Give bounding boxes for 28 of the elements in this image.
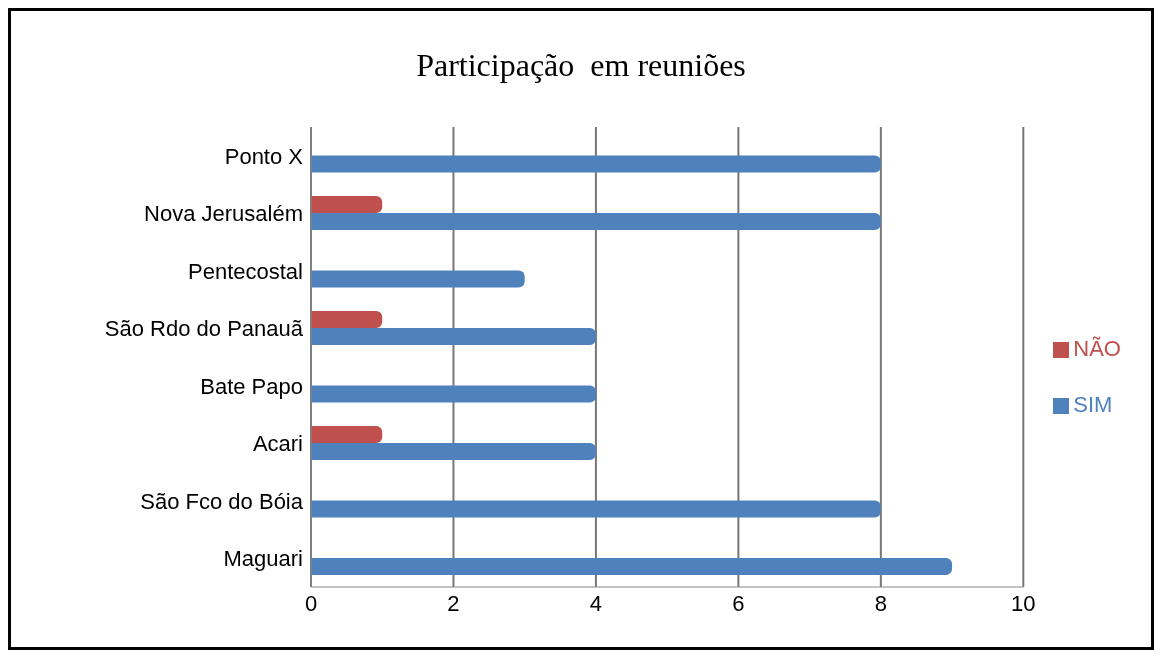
y-tick-label: Nova Jerusalém — [144, 201, 303, 227]
bar — [311, 426, 383, 443]
bar — [311, 270, 525, 288]
bar — [311, 500, 881, 518]
y-tick-label: Acari — [252, 431, 303, 457]
y-tick-label: São Fco do Bóia — [140, 488, 304, 514]
bar — [311, 558, 953, 575]
x-tick-label: 0 — [304, 590, 318, 616]
y-tick-label: Pentecostal — [188, 258, 303, 284]
x-tick-label: 2 — [447, 590, 460, 616]
bar — [311, 328, 596, 345]
x-tick-label: 8 — [874, 590, 887, 616]
legend-label: NÃO — [1073, 336, 1121, 361]
chart-title: Participação em reuniões — [415, 46, 747, 85]
y-tick-label: Maguari — [223, 546, 303, 572]
legend-label: SIM — [1073, 392, 1113, 417]
bar — [311, 155, 881, 173]
x-tick-label: 10 — [1011, 590, 1036, 616]
y-tick-label: Ponto X — [224, 143, 304, 169]
bar — [311, 213, 881, 230]
bar — [311, 385, 596, 403]
y-tick-label: Bate Papo — [200, 373, 303, 399]
y-tick-label: São Rdo do Panauã — [104, 316, 304, 342]
bar — [311, 196, 383, 213]
bar — [311, 443, 596, 460]
x-tick-label: 6 — [732, 590, 745, 616]
bar — [311, 311, 383, 328]
x-tick-label: 4 — [589, 590, 603, 616]
